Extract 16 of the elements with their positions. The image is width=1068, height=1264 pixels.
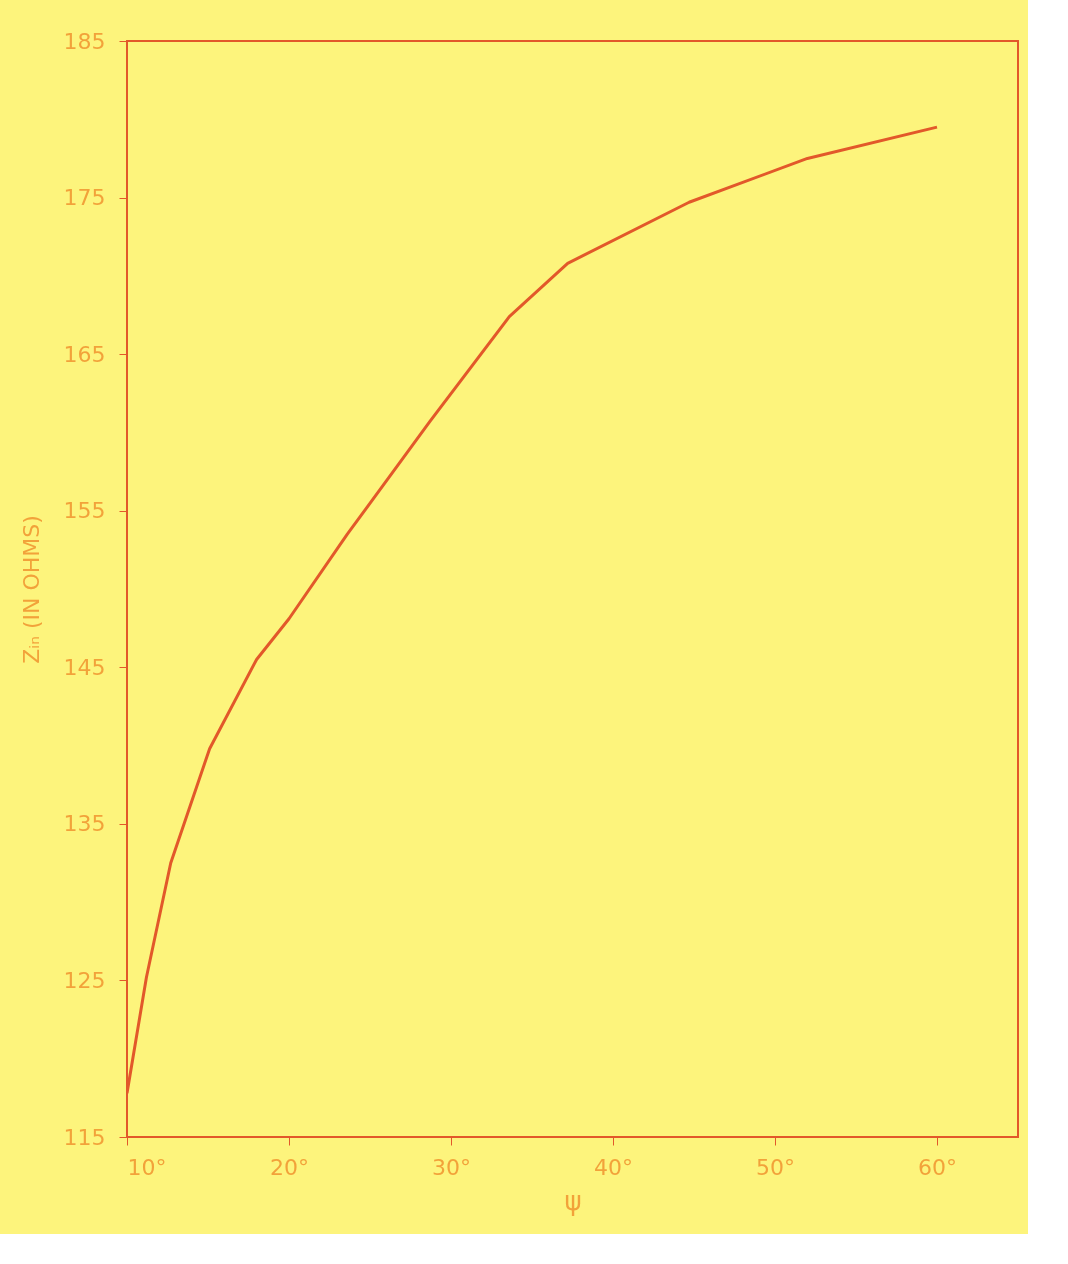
y-tick-label: 125 xyxy=(63,967,106,993)
y-tick-label: 165 xyxy=(63,341,106,367)
x-tick-label: 60° xyxy=(918,1154,957,1180)
x-tick-label: 10° xyxy=(127,1154,167,1180)
x-tick-label: 40° xyxy=(594,1154,633,1180)
x-tick-label: 20° xyxy=(270,1154,309,1180)
y-tick-label: 175 xyxy=(63,185,106,211)
y-tick-label: 135 xyxy=(63,811,106,837)
y-tick-label: 115 xyxy=(63,1124,106,1150)
y-tick-label: 155 xyxy=(63,498,106,524)
y-tick-label: 145 xyxy=(63,654,106,680)
y-tick-label: 185 xyxy=(63,28,106,54)
x-axis-title: ψ xyxy=(564,1185,582,1216)
y-axis-title: Zᵢₙ (IN OHMS) xyxy=(18,515,44,664)
x-tick-label: 50° xyxy=(756,1154,795,1180)
x-tick-label: 30° xyxy=(432,1154,471,1180)
